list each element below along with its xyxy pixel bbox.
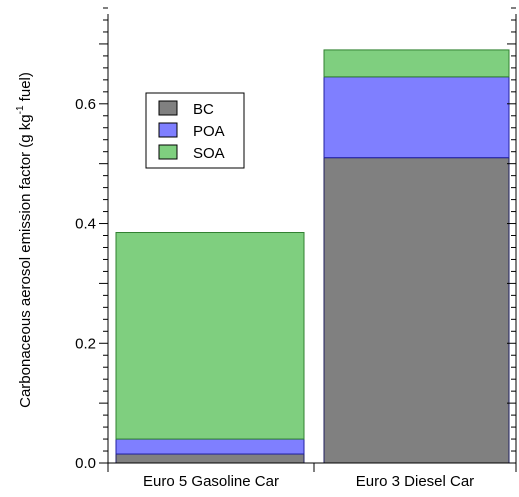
- bar-euro-3-diesel-car-soa: [323, 49, 510, 78]
- legend-label-soa: SOA: [193, 145, 225, 162]
- y-axis-label-main: Carbonaceous aerosol emission factor (g …: [17, 114, 34, 407]
- bar-euro-3-diesel-car-bc: [323, 157, 510, 464]
- legend-swatch-poa: [158, 122, 178, 138]
- bar-euro-5-gasoline-car-poa: [115, 438, 305, 455]
- legend-swatch-bc: [158, 100, 178, 116]
- legend-label-bc: BC: [193, 101, 214, 118]
- y-axis-label-suffix: fuel): [17, 72, 34, 105]
- y-tick-label: 0.4: [75, 216, 96, 233]
- bar-euro-5-gasoline-car-soa: [115, 232, 305, 440]
- legend-label-poa: POA: [193, 123, 225, 140]
- y-axis-label-group: Carbonaceous aerosol emission factor (g …: [15, 72, 34, 408]
- x-category-label: Euro 5 Gasoline Car: [143, 473, 279, 490]
- legend: BC POA SOA: [145, 92, 245, 169]
- y-tick-label: 0.2: [75, 335, 96, 352]
- bar-euro-5-gasoline-car-bc: [115, 453, 305, 464]
- x-category-label: Euro 3 Diesel Car: [356, 473, 474, 490]
- ticks-layer: 0.0 0.2 0.4 0.6 Euro 5 Gasoline Car Euro 3 Di…: [75, 7, 517, 490]
- axes-layer: [107, 14, 517, 464]
- y-axis-label: Carbonaceous aerosol emission factor (g …: [15, 72, 34, 408]
- legend-swatch-soa: [158, 144, 178, 160]
- y-tick-label: 0.6: [75, 96, 96, 113]
- y-axis-label-superscript: -1: [15, 105, 26, 114]
- bar-euro-3-diesel-car-poa: [323, 76, 510, 159]
- bars-layer: [115, 49, 510, 464]
- y-tick-label: 0.0: [75, 455, 96, 472]
